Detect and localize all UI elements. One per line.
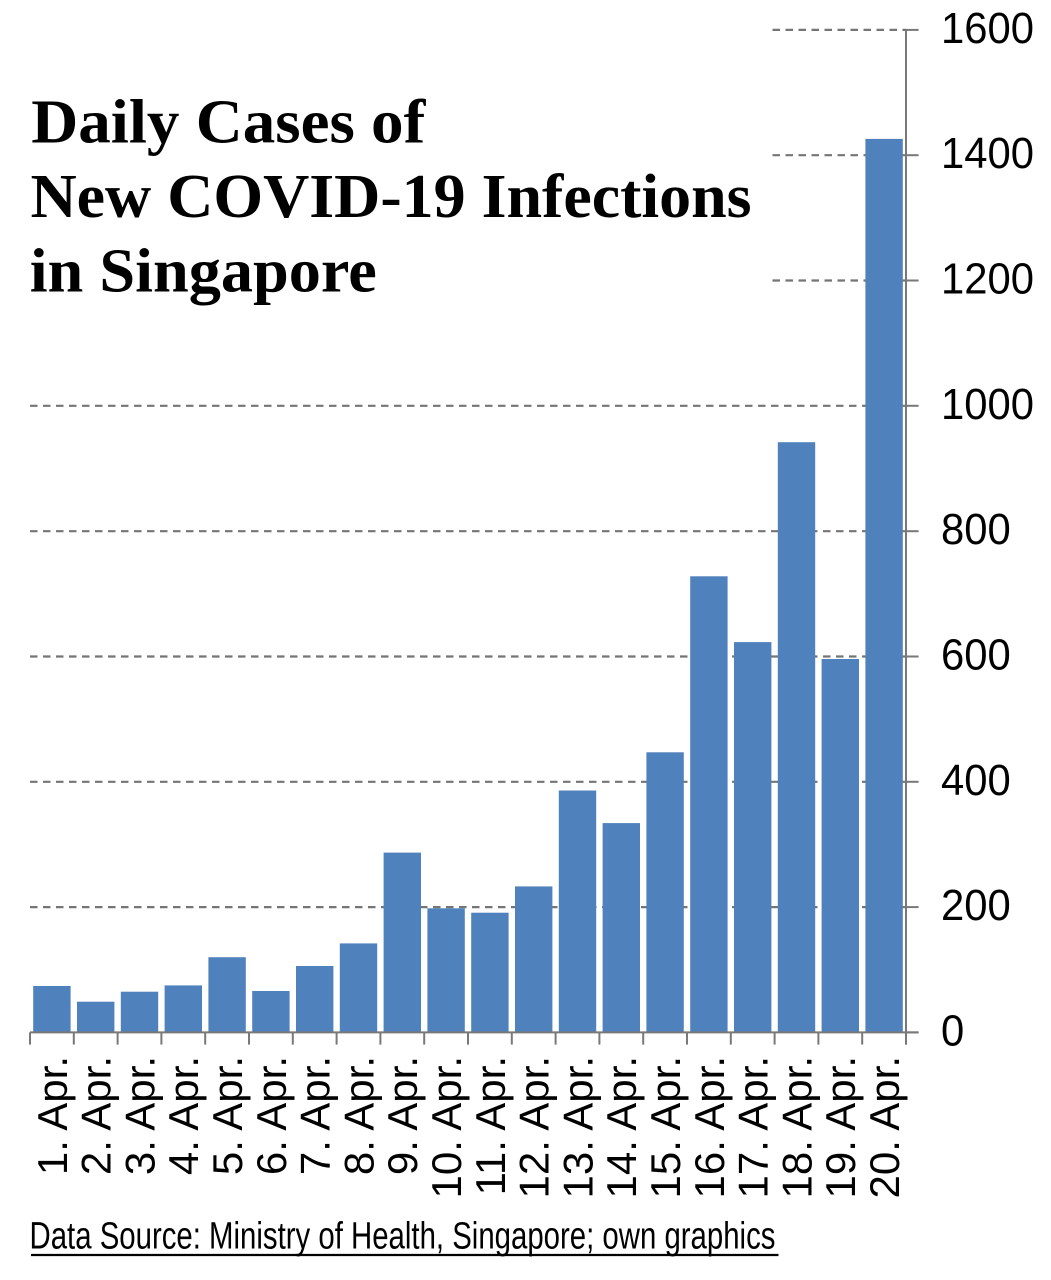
svg-text:13. Apr.: 13. Apr. (554, 1056, 601, 1198)
svg-text:5. Apr.: 5. Apr. (204, 1056, 251, 1175)
svg-text:1400: 1400 (941, 129, 1034, 178)
svg-text:18. Apr.: 18. Apr. (773, 1056, 820, 1198)
svg-text:800: 800 (941, 505, 1011, 554)
svg-text:4. Apr.: 4. Apr. (160, 1056, 207, 1175)
svg-text:3. Apr.: 3. Apr. (116, 1056, 163, 1175)
svg-text:2. Apr.: 2. Apr. (73, 1056, 120, 1175)
svg-text:17. Apr.: 17. Apr. (730, 1056, 777, 1198)
svg-text:6. Apr.: 6. Apr. (248, 1056, 295, 1175)
svg-text:11. Apr.: 11. Apr. (467, 1056, 514, 1195)
svg-text:1600: 1600 (941, 4, 1034, 53)
svg-text:Data Source: Ministry of Healt: Data Source: Ministry of Health, Singapo… (30, 1215, 776, 1258)
svg-text:in Singapore: in Singapore (30, 237, 377, 306)
svg-text:20. Apr.: 20. Apr. (861, 1056, 908, 1198)
svg-text:10. Apr.: 10. Apr. (423, 1056, 470, 1198)
svg-text:19. Apr.: 19. Apr. (817, 1056, 864, 1198)
svg-text:0: 0 (941, 1006, 964, 1055)
svg-text:1. Apr.: 1. Apr. (29, 1056, 76, 1175)
svg-text:600: 600 (941, 631, 1011, 680)
svg-text:8. Apr.: 8. Apr. (335, 1056, 382, 1175)
svg-text:12. Apr.: 12. Apr. (511, 1056, 558, 1198)
svg-text:16. Apr.: 16. Apr. (686, 1056, 733, 1198)
svg-text:7. Apr.: 7. Apr. (292, 1056, 339, 1175)
svg-text:Daily Cases of: Daily Cases of (31, 87, 426, 156)
svg-text:1000: 1000 (941, 380, 1034, 429)
svg-text:14. Apr.: 14. Apr. (598, 1056, 645, 1198)
svg-text:9. Apr.: 9. Apr. (379, 1056, 426, 1175)
svg-text:New COVID-19 Infections: New COVID-19 Infections (31, 162, 752, 231)
svg-text:15. Apr.: 15. Apr. (642, 1056, 689, 1198)
svg-text:200: 200 (941, 881, 1011, 930)
svg-text:1200: 1200 (941, 255, 1034, 304)
svg-text:400: 400 (941, 756, 1011, 805)
